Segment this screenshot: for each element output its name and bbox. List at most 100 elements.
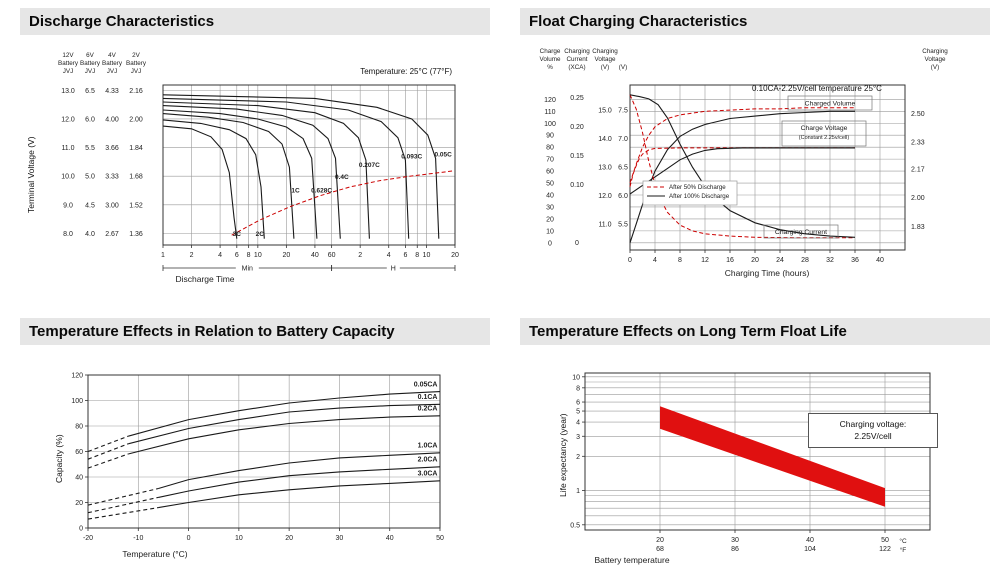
svg-text:11.0: 11.0	[61, 145, 74, 152]
svg-text:6.5: 6.5	[85, 88, 95, 95]
svg-text:80: 80	[75, 424, 83, 431]
svg-text:Charging Time (hours): Charging Time (hours)	[725, 268, 810, 278]
svg-text:10: 10	[546, 228, 554, 235]
svg-text:Battery: Battery	[126, 60, 147, 67]
float-charging-chart: 0 4 8 12 16 20 24 28 32 36 40 Charge Volume% 120 110 10…	[520, 35, 990, 288]
svg-text:24: 24	[776, 257, 784, 264]
svg-text:H: H	[391, 266, 396, 273]
svg-text:4: 4	[576, 420, 580, 427]
svg-text:7.5: 7.5	[618, 108, 628, 115]
svg-text:110: 110	[544, 109, 555, 116]
svg-text:90: 90	[546, 133, 554, 140]
svg-text:4.00: 4.00	[105, 116, 119, 123]
svg-text:0: 0	[187, 535, 191, 542]
svg-text:4: 4	[387, 252, 391, 259]
svg-text:12: 12	[701, 257, 709, 264]
svg-text:40: 40	[546, 193, 554, 200]
svg-text:0: 0	[548, 240, 552, 247]
panel-title-text: Float Charging Characteristics	[529, 13, 748, 30]
svg-text:60: 60	[546, 169, 554, 176]
svg-text:0.1CA: 0.1CA	[418, 394, 438, 401]
svg-text:6.0: 6.0	[85, 116, 95, 123]
svg-text:0: 0	[575, 240, 579, 247]
svg-text:JVJ: JVJ	[63, 68, 74, 75]
svg-text:Battery: Battery	[80, 60, 101, 67]
float-life-chart: 20 68 30 86 40 104 50 122 10 8 6 5 4 3 2 1 0.5 °C °F Batter…	[520, 345, 990, 575]
svg-text:6: 6	[235, 252, 239, 259]
annotation-line-2: 2.25V/cell	[854, 431, 892, 442]
svg-text:104: 104	[804, 546, 816, 553]
svg-text:1.84: 1.84	[129, 145, 143, 152]
svg-text:10: 10	[254, 252, 262, 259]
svg-text:2.50: 2.50	[911, 111, 925, 118]
svg-text:10.0: 10.0	[61, 174, 75, 181]
svg-text:30: 30	[546, 204, 554, 211]
svg-text:9.0: 9.0	[63, 202, 73, 209]
svg-text:60: 60	[328, 252, 336, 259]
svg-text:%: %	[547, 64, 553, 71]
svg-text:(V): (V)	[619, 64, 627, 71]
panel-title-text: Temperature Effects on Long Term Float L…	[529, 323, 847, 340]
svg-text:0.20: 0.20	[570, 124, 584, 131]
svg-text:5.5: 5.5	[85, 145, 95, 152]
svg-text:14.0: 14.0	[598, 136, 612, 143]
svg-text:0.2CA: 0.2CA	[418, 406, 438, 413]
svg-text:3.33: 3.33	[105, 174, 119, 181]
svg-text:12.0: 12.0	[61, 116, 75, 123]
svg-text:°F: °F	[900, 546, 907, 554]
svg-text:4: 4	[653, 257, 657, 264]
svg-text:Volume: Volume	[539, 56, 561, 63]
svg-text:20: 20	[285, 535, 293, 542]
float-charging-condition-note: 0.10CA-2.25V/cell temperature 25°C	[752, 84, 882, 93]
svg-text:Charging Current: Charging Current	[775, 229, 827, 236]
float-life-ylabel: Life expectancy (year)	[558, 413, 568, 497]
svg-text:2.00: 2.00	[911, 195, 925, 202]
svg-text:0: 0	[628, 257, 632, 264]
svg-text:0.207C: 0.207C	[359, 162, 380, 169]
panel-float-charging: Float Charging Characteristics 0 4 8 12 16 20…	[520, 8, 990, 288]
svg-text:Charging: Charging	[564, 48, 590, 55]
svg-text:8: 8	[415, 252, 419, 259]
svg-text:Battery temperature: Battery temperature	[594, 555, 669, 565]
svg-text:0.15: 0.15	[570, 153, 584, 160]
svg-text:JVJ: JVJ	[107, 68, 118, 75]
svg-text:1: 1	[161, 252, 165, 259]
svg-text:11.0: 11.0	[598, 221, 611, 228]
svg-text:40: 40	[876, 257, 884, 264]
svg-text:30: 30	[731, 537, 739, 544]
svg-text:Current: Current	[567, 56, 588, 63]
svg-text:After 100% Discharge: After 100% Discharge	[669, 193, 730, 200]
svg-text:0.05CA: 0.05CA	[414, 381, 438, 388]
svg-text:(V): (V)	[601, 64, 609, 71]
svg-text:70: 70	[546, 157, 554, 164]
svg-text:Min: Min	[242, 266, 253, 273]
svg-text:40: 40	[806, 537, 814, 544]
svg-text:0.5: 0.5	[570, 522, 580, 529]
svg-text:2.16: 2.16	[129, 88, 143, 95]
svg-text:Charging: Charging	[922, 48, 948, 55]
svg-text:1C: 1C	[291, 187, 300, 194]
svg-text:1.52: 1.52	[129, 202, 143, 209]
svg-text:3C: 3C	[233, 231, 242, 238]
svg-text:0.628C: 0.628C	[311, 187, 332, 194]
svg-text:After 50% Discharge: After 50% Discharge	[669, 184, 726, 191]
svg-text:40: 40	[311, 252, 319, 259]
svg-text:8: 8	[678, 257, 682, 264]
svg-text:2C: 2C	[256, 231, 265, 238]
svg-text:8: 8	[576, 385, 580, 392]
svg-text:3.00: 3.00	[105, 202, 119, 209]
panel-title-text: Temperature Effects in Relation to Batte…	[29, 323, 395, 340]
panel-title-float-charging: Float Charging Characteristics	[520, 8, 990, 35]
svg-text:4V: 4V	[108, 52, 117, 59]
svg-text:Voltage: Voltage	[594, 56, 616, 63]
svg-text:100: 100	[544, 121, 556, 128]
svg-text:(Constant 2.25v/cell): (Constant 2.25v/cell)	[799, 135, 850, 141]
svg-text:86: 86	[731, 546, 739, 553]
svg-text:1: 1	[576, 488, 580, 495]
svg-text:2.0CA: 2.0CA	[418, 457, 438, 464]
svg-text:10: 10	[423, 252, 431, 259]
svg-text:20: 20	[75, 500, 83, 507]
svg-text:10: 10	[235, 535, 243, 542]
svg-text:Voltage: Voltage	[924, 56, 946, 63]
